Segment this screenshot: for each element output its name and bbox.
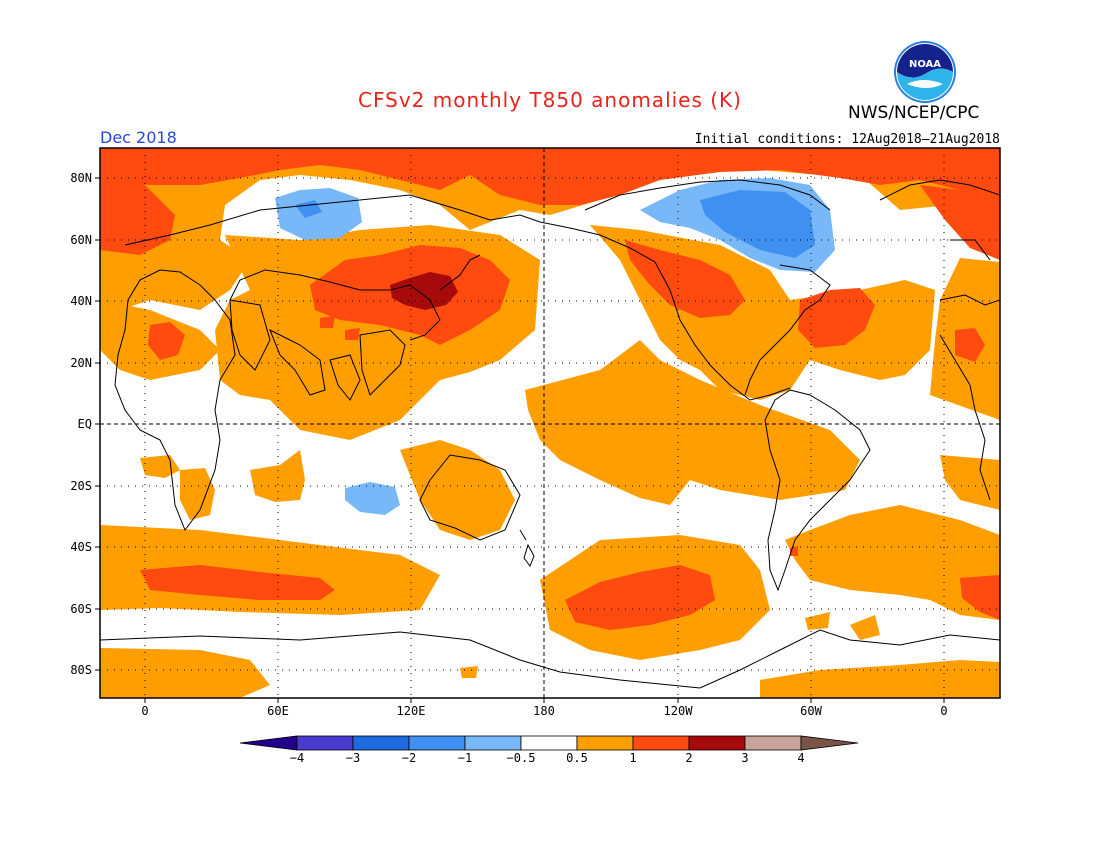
colorbar-label-4: 4 — [797, 751, 805, 765]
lat-label-eq: EQ — [77, 417, 92, 431]
graticule — [100, 148, 1000, 698]
colorbar-arrow-high — [800, 735, 859, 751]
noaa-logo: NOAA — [894, 41, 956, 103]
agency-label: NWS/NCEP/CPC — [848, 103, 980, 123]
initial-conditions-label: Initial conditions: 12Aug2018–21Aug2018 — [694, 132, 1000, 147]
colorbar-label-0p5: 0.5 — [566, 751, 588, 765]
coastlines — [100, 179, 1000, 689]
colorbar-swatch — [352, 735, 410, 751]
lat-label-20s: 20S — [70, 479, 92, 493]
colorbar-arrow-low — [239, 735, 298, 751]
lat-label-20n: 20N — [70, 356, 92, 370]
colorbar-swatch — [688, 735, 746, 751]
colorbar-swatch — [520, 735, 578, 751]
lon-label-0-west: 0 — [141, 704, 149, 718]
month-label: Dec 2018 — [100, 128, 177, 147]
colorbar-label-m0p5: −0.5 — [506, 751, 536, 765]
colorbar-label-m4: −4 — [289, 751, 305, 765]
colorbar-swatch — [296, 735, 354, 751]
colorbar-swatch — [576, 735, 634, 751]
lon-label-60w: 60W — [800, 704, 822, 718]
colorbar-swatch — [408, 735, 466, 751]
lon-label-120w: 120W — [663, 704, 693, 718]
lon-label-180: 180 — [533, 704, 555, 718]
lon-label-60e: 60E — [267, 704, 289, 718]
colorbar-label-m3: −3 — [345, 751, 361, 765]
lat-label-80s: 80S — [70, 663, 92, 677]
chart-title: CFSv2 monthly T850 anomalies (K) — [358, 88, 742, 112]
anomaly-fill-cool — [275, 178, 835, 515]
lat-label-40n: 40N — [70, 294, 92, 308]
lat-label-60n: 60N — [70, 233, 92, 247]
map-frame — [99, 147, 1001, 699]
lat-label-60s: 60S — [70, 602, 92, 616]
lat-label-40s: 40S — [70, 540, 92, 554]
colorbar-label-3: 3 — [741, 751, 749, 765]
colorbar-label-2: 2 — [685, 751, 693, 765]
lon-label-120e: 120E — [396, 704, 426, 718]
lon-label-0-east: 0 — [940, 704, 948, 718]
colorbar-label-m2: −2 — [401, 751, 417, 765]
colorbar-swatch — [632, 735, 690, 751]
colorbar-label-1: 1 — [629, 751, 637, 765]
logo-text: NOAA — [909, 59, 941, 70]
anomaly-fill-2-3 — [390, 272, 458, 310]
equator-dateline — [100, 148, 1000, 698]
lat-label-80n: 80N — [70, 171, 92, 185]
colorbar-swatch — [744, 735, 802, 751]
colorbar-swatch — [464, 735, 522, 751]
colorbar-label-m1: −1 — [457, 751, 473, 765]
